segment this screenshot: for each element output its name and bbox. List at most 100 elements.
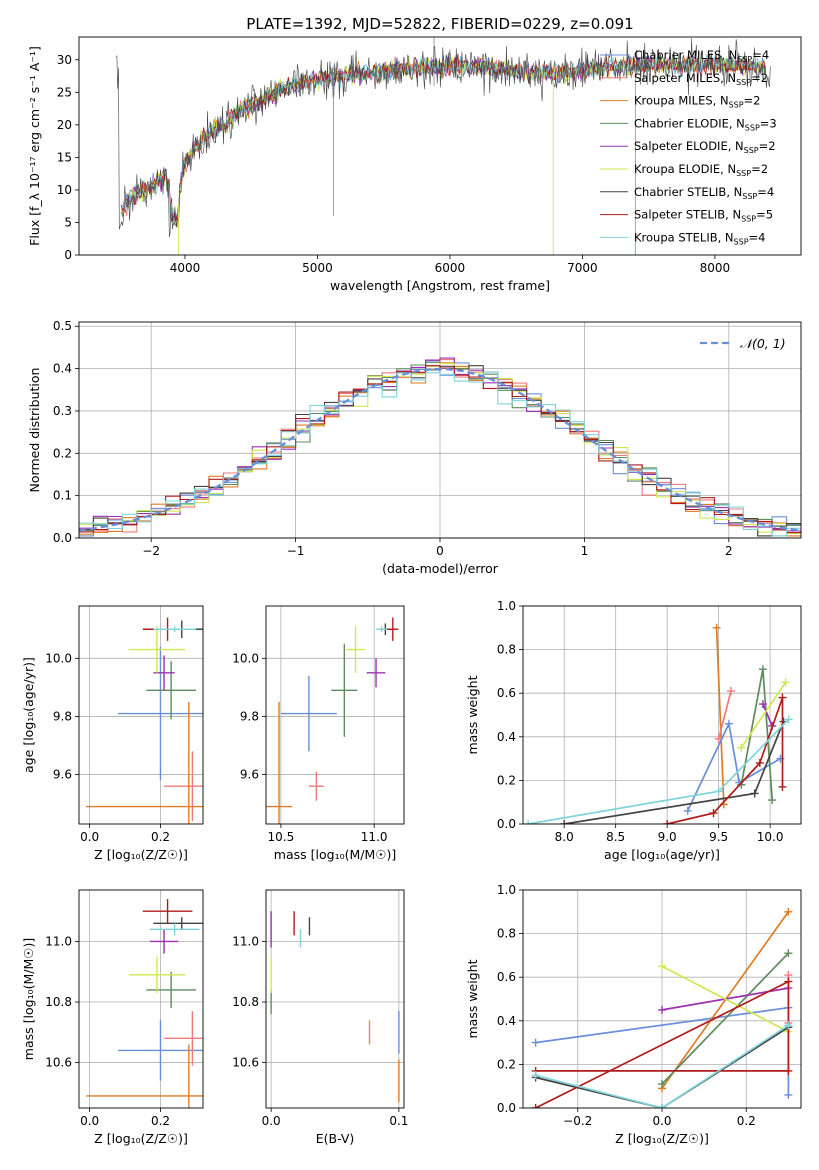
y-tick-label: 0.0 (497, 817, 516, 831)
axes-frame (78, 36, 802, 256)
plot-area (531, 907, 793, 1108)
histogram-steps (79, 363, 801, 534)
y-tick-label: 0.8 (497, 927, 516, 941)
panel-residuals: −2 −1 0 1 2 0.0 0.1 0.2 0.3 0.4 0.5 (data-model)/er… (27, 319, 802, 576)
legend-label: Chabrier STELIB, NSSP=4 (634, 185, 774, 201)
series-line (535, 1024, 789, 1108)
point-marker (758, 665, 767, 674)
x-tick-label: 8000 (700, 261, 731, 275)
point-marker (726, 687, 735, 696)
x-tick-label: 10.5 (268, 830, 295, 844)
point-marker (658, 962, 666, 971)
y-tick-label: 25 (57, 85, 72, 99)
x-tick-label: 8.5 (606, 830, 625, 844)
axes-frame (265, 605, 405, 825)
x-axis-label: mass [log₁₀(M/M☉)] (274, 847, 396, 862)
x-tick-label: 7000 (567, 261, 598, 275)
x-tick-label: 11.0 (361, 830, 388, 844)
y-tick-label: 10 (57, 183, 72, 197)
normal-curve (79, 367, 801, 532)
y-tick-label: 5 (64, 215, 72, 229)
y-tick-label: 1.0 (497, 599, 516, 613)
x-tick-label: 0.0 (652, 1114, 671, 1128)
y-tick-label: 10.0 (232, 651, 259, 665)
spectrum-line (115, 38, 771, 238)
panel-mass-z: 0.0 0.2 10.6 10.8 11.0 Z [log₁₀(Z/Z☉)] mass [l… (21, 889, 204, 1146)
y-axis-label: Flux [f_λ 10⁻¹⁷ erg cm⁻² s⁻¹ A⁻¹] (27, 46, 42, 246)
point-marker (709, 809, 718, 818)
plot-area (115, 37, 771, 255)
legend-label: Chabrier ELODIE, NSSP=3 (634, 116, 777, 132)
panel-weight-age: 8.0 8.5 9.0 9.5 10.0 0.0 0.2 0.4 0.6 0.8 1.0 age [l… (465, 599, 802, 862)
legend-label: Salpeter STELIB, NSSP=5 (634, 208, 773, 224)
axes-frame (522, 889, 802, 1109)
panels: 4000 5000 6000 7000 8000051015202530waveleng… (21, 36, 802, 1146)
x-tick-label: −1 (287, 544, 305, 558)
x-tick-label: 0.2 (737, 1114, 756, 1128)
y-tick-label: 0.2 (497, 773, 516, 787)
y-axis-label: mass [log₁₀(M/M☉)] (21, 938, 36, 1060)
y-tick-label: 11.0 (232, 934, 259, 948)
point-marker (784, 715, 793, 724)
y-tick-label: 0.6 (497, 686, 516, 700)
series-line (715, 627, 725, 805)
point-marker (524, 820, 533, 824)
series-line (762, 703, 773, 727)
plot-area (266, 617, 399, 824)
axes-frame (78, 605, 204, 825)
y-tick-label: 10.8 (45, 995, 72, 1009)
series-line (661, 911, 790, 1089)
y-axis-label: Normed distribution (27, 368, 42, 493)
y-tick-label: 0.2 (53, 446, 72, 460)
point-marker (724, 719, 733, 728)
series-line (717, 690, 732, 740)
x-tick-label: 8.0 (555, 830, 574, 844)
figure-title: PLATE=1392, MJD=52822, FIBERID=0229, z=0… (246, 15, 633, 33)
legend-label: 𝒩(0, 1) (740, 336, 786, 351)
x-tick-label: 0.0 (80, 830, 99, 844)
point-marker (778, 693, 787, 702)
point-marker (714, 787, 723, 796)
x-tick-label: 0.0 (262, 1114, 281, 1128)
y-tick-label: 0.3 (53, 404, 72, 418)
x-tick-label: 0.1 (389, 1114, 408, 1128)
plot-area (270, 911, 400, 1102)
y-tick-label: 15 (57, 150, 72, 164)
y-tick-label: 11.0 (45, 934, 72, 948)
y-tick-label: 9.8 (53, 709, 72, 723)
point-marker (784, 1090, 793, 1099)
x-tick-label: 4000 (170, 261, 201, 275)
y-tick-label: 30 (57, 53, 72, 67)
y-tick-label: 0.0 (497, 1101, 516, 1115)
point-marker (781, 678, 790, 687)
panel-age-z: 0.0 0.2 9.6 9.8 10.0 Z [log₁₀(Z/Z☉)] age [log₁… (21, 605, 204, 862)
point-marker (683, 806, 692, 815)
point-marker (531, 1071, 540, 1080)
y-tick-label: 1.0 (497, 883, 516, 897)
y-tick-label: 0.4 (53, 362, 72, 376)
x-tick-label: 0.2 (151, 830, 170, 844)
point-marker (658, 1104, 666, 1108)
point-marker (658, 1005, 666, 1014)
point-marker (531, 1104, 540, 1108)
plot-area (524, 623, 793, 824)
y-tick-label: 9.8 (240, 709, 259, 723)
series-line (661, 965, 789, 1033)
x-tick-label: 6000 (435, 261, 466, 275)
panel-weight-z: −0.2 0.0 0.2 0.0 0.2 0.4 0.6 0.8 1.0 Z [log₁₀(Z/Z… (465, 883, 802, 1146)
plot-area (86, 617, 203, 824)
axes-frame (78, 889, 204, 1109)
point-marker (784, 907, 793, 916)
x-tick-label: 0.2 (151, 1114, 170, 1128)
axes-frame (522, 605, 802, 825)
y-tick-label: 0.0 (53, 531, 72, 545)
y-tick-label: 10.8 (232, 995, 259, 1009)
axes-frame (265, 889, 405, 1109)
series-line (661, 952, 790, 1085)
x-tick-label: −0.2 (563, 1114, 592, 1128)
point-marker (784, 1066, 793, 1075)
x-axis-label: (data-model)/error (382, 561, 499, 576)
point-marker (750, 789, 759, 798)
y-tick-label: 0.6 (497, 970, 516, 984)
